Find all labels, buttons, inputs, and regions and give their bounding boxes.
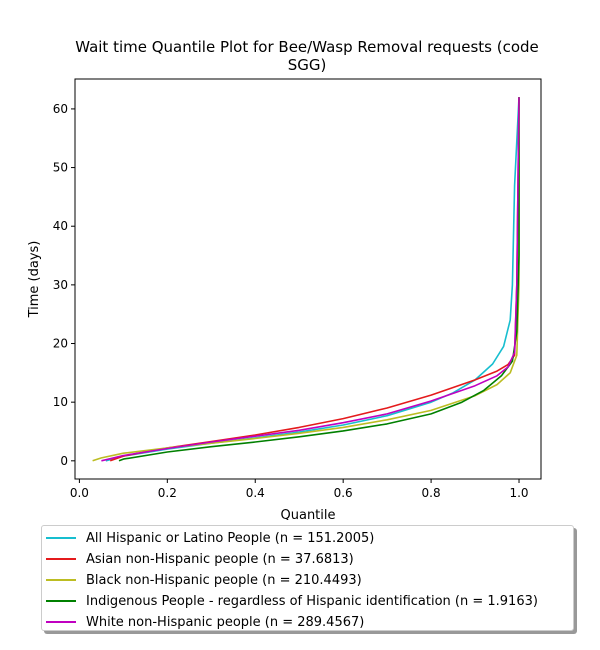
- x-axis-ticks: 0.0 0.2 0.4 0.6 0.8 1.0: [70, 479, 529, 500]
- chart-title-line-1: Wait time Quantile Plot for Bee/Wasp Rem…: [75, 38, 539, 56]
- x-tick-label: 0.8: [422, 486, 441, 500]
- x-axis-label: Quantile: [281, 508, 336, 520]
- legend-label: Asian non-Hispanic people (n = 37.6813): [86, 551, 354, 567]
- legend-swatch: [46, 579, 76, 581]
- legend-item: All Hispanic or Latino People (n = 151.2…: [42, 528, 374, 548]
- series-line-4: [101, 97, 520, 462]
- y-tick-label: 60: [53, 102, 68, 116]
- plot-frame: [74, 78, 542, 480]
- chart: Wait time Quantile Plot for Bee/Wasp Rem…: [27, 38, 542, 520]
- legend-item: Indigenous People - regardless of Hispan…: [42, 591, 538, 611]
- series-line-0: [105, 97, 520, 462]
- x-tick-label: 0.0: [70, 486, 89, 500]
- x-tick-label: 0.2: [158, 486, 177, 500]
- x-tick-label: 0.6: [334, 486, 353, 500]
- y-tick-label: 40: [53, 219, 68, 233]
- y-tick-label: 50: [53, 161, 68, 175]
- chart-title-line-2: SGG): [288, 56, 327, 74]
- legend-item: Asian non-Hispanic people (n = 37.6813): [42, 549, 354, 569]
- y-tick-label: 0: [60, 454, 68, 468]
- y-axis-label: Time (days): [27, 241, 42, 319]
- legend-label: All Hispanic or Latino People (n = 151.2…: [86, 530, 375, 546]
- legend-swatch: [46, 537, 76, 539]
- y-tick-label: 30: [53, 278, 68, 292]
- series-line-1: [109, 97, 520, 462]
- legend-item: White non-Hispanic people (n = 289.4567): [42, 612, 364, 632]
- legend-swatch: [46, 558, 76, 560]
- plot-lines: [92, 97, 520, 462]
- x-tick-label: 0.4: [246, 486, 265, 500]
- y-tick-label: 20: [53, 337, 68, 351]
- legend-label: White non-Hispanic people (n = 289.4567): [86, 614, 365, 630]
- legend-item: Black non-Hispanic people (n = 210.4493): [42, 570, 362, 590]
- series-line-2: [92, 97, 520, 462]
- legend-swatch: [46, 600, 76, 602]
- x-tick-label: 1.0: [509, 486, 528, 500]
- legend-swatch: [46, 621, 76, 623]
- legend-label: Black non-Hispanic people (n = 210.4493): [86, 572, 362, 588]
- y-tick-label: 10: [53, 395, 68, 409]
- series-line-3: [118, 97, 520, 462]
- legend-label: Indigenous People - regardless of Hispan…: [86, 593, 538, 609]
- y-axis-ticks: 0 10 20 30 40 50 60: [53, 102, 75, 468]
- legend: All Hispanic or Latino People (n = 151.2…: [41, 525, 574, 631]
